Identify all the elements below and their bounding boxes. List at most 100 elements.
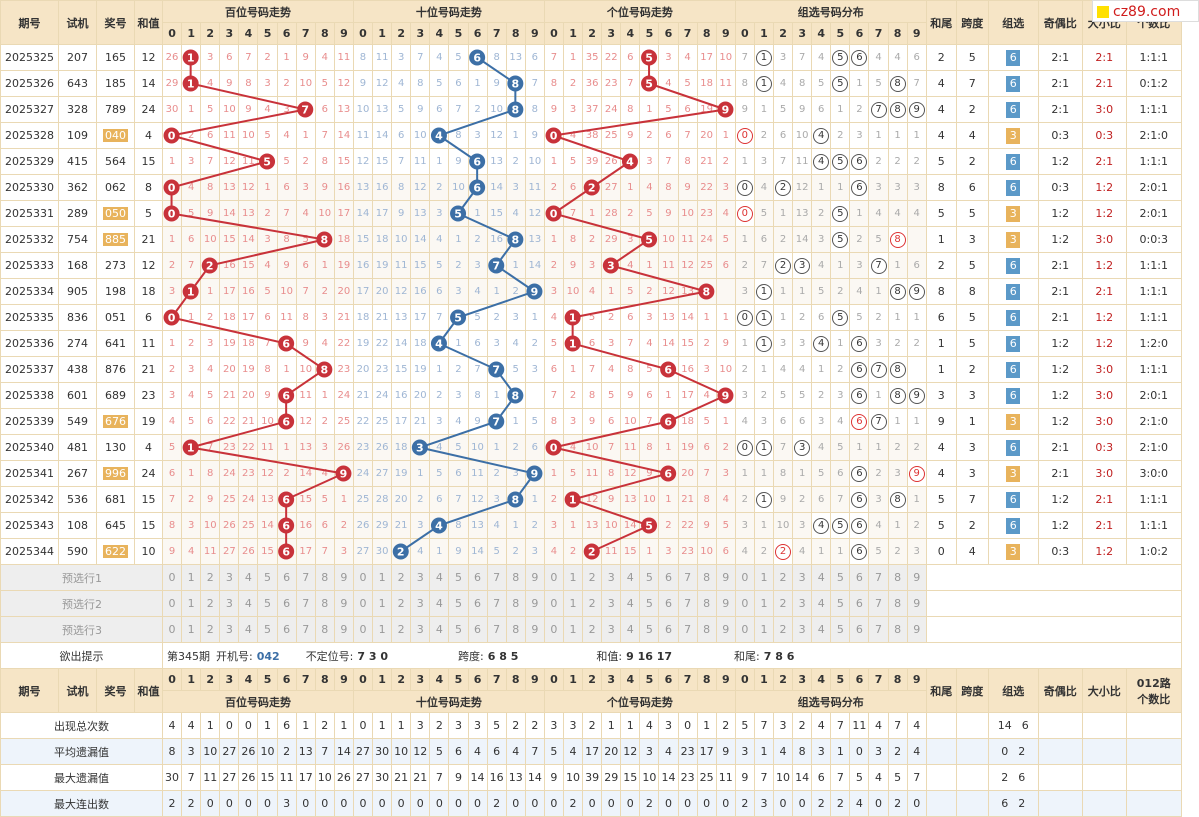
preselect-digit[interactable]: 7 xyxy=(868,616,889,643)
preselect-digit[interactable]: 4 xyxy=(811,616,832,643)
preselect-digit[interactable]: 8 xyxy=(887,590,908,617)
preselect-digit[interactable]: 2 xyxy=(200,564,221,591)
preselect-digit[interactable]: 0 xyxy=(352,616,374,643)
preselect-digit[interactable]: 2 xyxy=(772,564,794,591)
preselect-digit[interactable]: 0 xyxy=(543,616,564,643)
preselect-digit[interactable]: 6 xyxy=(276,616,297,643)
preselect-digit[interactable]: 1 xyxy=(753,616,775,643)
preselect-digit[interactable]: 0 xyxy=(734,590,755,617)
preselect-digit[interactable]: 3 xyxy=(410,590,431,617)
preselect-digit[interactable]: 1 xyxy=(562,564,584,591)
preselect-digit[interactable]: 4 xyxy=(620,616,641,643)
preselect-digit[interactable]: 5 xyxy=(257,590,278,617)
preselect-digit[interactable]: 0 xyxy=(734,616,755,643)
preselect-digit[interactable]: 0 xyxy=(352,590,374,617)
preselect-digit[interactable]: 2 xyxy=(391,616,412,643)
preselect-digit[interactable]: 4 xyxy=(620,564,641,591)
preselect-digit[interactable]: 6 xyxy=(658,564,679,591)
preselect-digit[interactable]: 1 xyxy=(181,564,202,591)
preselect-digit[interactable]: 0 xyxy=(161,564,183,591)
preselect-digit[interactable]: 8 xyxy=(696,616,717,643)
preselect-digit[interactable]: 9 xyxy=(524,590,545,617)
preselect-digit[interactable]: 8 xyxy=(505,616,526,643)
preselect-digit[interactable]: 2 xyxy=(772,590,794,617)
preselect-digit[interactable]: 6 xyxy=(658,616,679,643)
preselect-digit[interactable]: 1 xyxy=(562,590,584,617)
preselect-digit[interactable]: 6 xyxy=(467,564,488,591)
preselect-digit[interactable]: 0 xyxy=(161,616,183,643)
preselect-digit[interactable]: 5 xyxy=(639,564,660,591)
preselect-digit[interactable]: 2 xyxy=(772,616,794,643)
preselect-digit[interactable]: 8 xyxy=(887,616,908,643)
preselect-digit[interactable]: 6 xyxy=(276,590,297,617)
preselect-digit[interactable]: 8 xyxy=(696,590,717,617)
preselect-digit[interactable]: 4 xyxy=(811,564,832,591)
preselect-digit[interactable]: 0 xyxy=(352,564,374,591)
preselect-digit[interactable]: 9 xyxy=(333,590,354,617)
preselect-digit[interactable]: 7 xyxy=(486,590,507,617)
preselect-digit[interactable]: 7 xyxy=(295,564,316,591)
preselect-digit[interactable]: 9 xyxy=(524,564,545,591)
preselect-digit[interactable]: 1 xyxy=(372,616,393,643)
preselect-digit[interactable]: 2 xyxy=(200,590,221,617)
preselect-digit[interactable]: 5 xyxy=(830,590,851,617)
preselect-digit[interactable]: 2 xyxy=(391,564,412,591)
preselect-digit[interactable]: 9 xyxy=(906,564,927,591)
preselect-digit[interactable]: 7 xyxy=(868,590,889,617)
preselect-digit[interactable]: 5 xyxy=(257,616,278,643)
preselect-digit[interactable]: 8 xyxy=(887,564,908,591)
preselect-digit[interactable]: 7 xyxy=(486,616,507,643)
preselect-digit[interactable]: 5 xyxy=(830,564,851,591)
preselect-digit[interactable]: 3 xyxy=(792,616,813,643)
preselect-digit[interactable]: 9 xyxy=(333,564,354,591)
preselect-digit[interactable]: 9 xyxy=(715,616,736,643)
preselect-digit[interactable]: 5 xyxy=(639,590,660,617)
preselect-digit[interactable]: 0 xyxy=(543,590,564,617)
preselect-digit[interactable]: 3 xyxy=(219,590,240,617)
preselect-digit[interactable]: 7 xyxy=(295,616,316,643)
preselect-digit[interactable]: 8 xyxy=(314,590,335,617)
preselect-digit[interactable]: 4 xyxy=(429,564,450,591)
preselect-digit[interactable]: 5 xyxy=(257,564,278,591)
preselect-digit[interactable]: 5 xyxy=(448,590,469,617)
preselect-digit[interactable]: 8 xyxy=(696,564,717,591)
preselect-digit[interactable]: 3 xyxy=(601,616,622,643)
preselect-digit[interactable]: 7 xyxy=(677,616,698,643)
preselect-digit[interactable]: 2 xyxy=(200,616,221,643)
preselect-digit[interactable]: 6 xyxy=(849,590,870,617)
preselect-digit[interactable]: 3 xyxy=(410,564,431,591)
preselect-digit[interactable]: 5 xyxy=(830,616,851,643)
preselect-digit[interactable]: 6 xyxy=(276,564,297,591)
preselect-digit[interactable]: 5 xyxy=(448,564,469,591)
preselect-digit[interactable]: 9 xyxy=(906,616,927,643)
preselect-digit[interactable]: 3 xyxy=(410,616,431,643)
preselect-digit[interactable]: 3 xyxy=(792,590,813,617)
preselect-row[interactable]: 预选行1 0 1 2 3 4 5 6 7 8 9 0 1 2 3 4 5 6 7 8 9 0 1 2 3 4 5 6 7 8 9 0 1 2 3 4 5… xyxy=(0,564,1182,591)
preselect-digit[interactable]: 8 xyxy=(505,564,526,591)
preselect-digit[interactable]: 0 xyxy=(543,564,564,591)
preselect-digit[interactable]: 1 xyxy=(753,590,775,617)
preselect-digit[interactable]: 0 xyxy=(161,590,183,617)
preselect-row[interactable]: 预选行3 0 1 2 3 4 5 6 7 8 9 0 1 2 3 4 5 6 7 8 9 0 1 2 3 4 5 6 7 8 9 0 1 2 3 4 5… xyxy=(0,616,1182,643)
preselect-digit[interactable]: 3 xyxy=(601,590,622,617)
preselect-digit[interactable]: 0 xyxy=(734,564,755,591)
preselect-digit[interactable]: 3 xyxy=(219,616,240,643)
preselect-digit[interactable]: 4 xyxy=(238,616,259,643)
preselect-digit[interactable]: 1 xyxy=(181,616,202,643)
preselect-digit[interactable]: 4 xyxy=(429,590,450,617)
preselect-digit[interactable]: 1 xyxy=(181,590,202,617)
preselect-digit[interactable]: 7 xyxy=(677,590,698,617)
preselect-digit[interactable]: 7 xyxy=(868,564,889,591)
preselect-digit[interactable]: 2 xyxy=(391,590,412,617)
preselect-row[interactable]: 预选行2 0 1 2 3 4 5 6 7 8 9 0 1 2 3 4 5 6 7 8 9 0 1 2 3 4 5 6 7 8 9 0 1 2 3 4 5… xyxy=(0,590,1182,617)
preselect-digit[interactable]: 1 xyxy=(753,564,775,591)
preselect-digit[interactable]: 9 xyxy=(524,616,545,643)
preselect-digit[interactable]: 9 xyxy=(333,616,354,643)
preselect-digit[interactable]: 4 xyxy=(429,616,450,643)
preselect-digit[interactable]: 7 xyxy=(295,590,316,617)
preselect-digit[interactable]: 9 xyxy=(906,590,927,617)
preselect-digit[interactable]: 2 xyxy=(582,564,603,591)
preselect-digit[interactable]: 6 xyxy=(849,564,870,591)
preselect-digit[interactable]: 1 xyxy=(372,590,393,617)
preselect-digit[interactable]: 4 xyxy=(620,590,641,617)
